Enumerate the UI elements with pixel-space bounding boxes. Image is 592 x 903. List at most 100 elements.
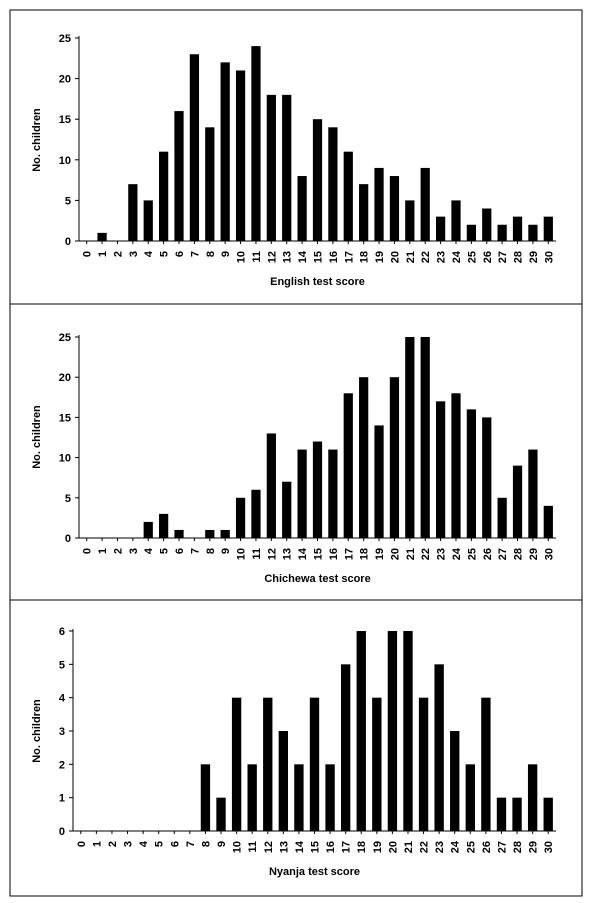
x-tick-label: 5 <box>154 841 166 847</box>
bar <box>282 94 292 241</box>
x-tick-label: 9 <box>220 251 232 257</box>
y-tick-label: 5 <box>65 195 71 207</box>
x-tick-label: 11 <box>251 251 263 263</box>
bar <box>497 497 507 538</box>
bar <box>297 176 307 241</box>
bar <box>220 529 230 538</box>
x-tick-label: 19 <box>374 548 386 560</box>
x-tick-label: 24 <box>451 250 463 263</box>
bar <box>356 631 366 831</box>
x-tick-label: 6 <box>174 251 186 257</box>
x-tick-label: 21 <box>403 841 415 853</box>
x-tick-label: 2 <box>112 251 124 257</box>
bar <box>497 224 507 241</box>
x-tick-label: 12 <box>266 548 278 560</box>
x-tick-label: 27 <box>497 548 509 560</box>
y-tick-label: 5 <box>59 659 65 671</box>
bar <box>434 664 444 831</box>
x-tick-label: 22 <box>420 548 432 560</box>
y-tick-label: 5 <box>65 493 71 505</box>
x-tick-label: 17 <box>343 548 355 560</box>
bar <box>374 425 384 538</box>
bar <box>372 697 382 831</box>
x-axis-title: Chichewa test score <box>264 573 370 585</box>
x-tick-label: 10 <box>236 251 248 263</box>
bar <box>294 764 304 831</box>
x-tick-label: 17 <box>343 251 355 263</box>
bar <box>200 764 211 831</box>
x-tick-label: 15 <box>310 841 322 853</box>
y-axis-title: No. children <box>31 405 43 469</box>
bar <box>297 449 307 538</box>
bar <box>266 433 276 538</box>
y-tick-label: 20 <box>59 74 71 86</box>
bar <box>312 441 323 538</box>
x-tick-label: 2 <box>112 548 124 554</box>
x-tick-label: 9 <box>216 841 228 847</box>
bar <box>543 505 553 538</box>
bar <box>97 232 107 241</box>
bar <box>128 184 138 241</box>
y-tick-label: 10 <box>59 155 71 167</box>
x-tick-label: 0 <box>82 548 94 554</box>
x-tick-label: 28 <box>513 548 525 560</box>
bar <box>328 449 338 538</box>
x-tick-label: 18 <box>356 841 368 853</box>
y-tick-label: 1 <box>59 793 65 805</box>
x-tick-label: 21 <box>405 548 417 560</box>
x-tick-label: 22 <box>420 251 432 263</box>
x-tick-label: 23 <box>434 841 446 853</box>
x-tick-label: 6 <box>169 841 181 847</box>
bar <box>263 697 273 831</box>
x-tick-label: 25 <box>466 548 478 560</box>
x-tick-label: 14 <box>297 250 309 263</box>
bar <box>220 62 230 241</box>
bar <box>235 497 246 538</box>
bar <box>325 764 335 831</box>
y-tick-label: 0 <box>65 533 71 545</box>
x-tick-label: 0 <box>82 251 94 257</box>
bar <box>512 216 523 241</box>
y-tick-label: 0 <box>59 826 65 838</box>
bar <box>387 631 398 831</box>
bar <box>247 764 257 831</box>
bar <box>389 176 400 241</box>
x-tick-label: 7 <box>189 251 201 257</box>
bar <box>216 797 226 831</box>
x-tick-label: 20 <box>389 548 401 560</box>
bar <box>403 631 413 831</box>
bar <box>278 731 289 831</box>
x-tick-label: 19 <box>372 841 384 853</box>
y-tick-label: 0 <box>65 236 71 248</box>
bar <box>435 216 446 241</box>
y-tick-label: 10 <box>59 453 71 465</box>
bar <box>343 393 353 538</box>
bar <box>420 167 430 241</box>
x-tick-label: 24 <box>451 547 463 560</box>
x-tick-label: 12 <box>266 251 278 263</box>
y-tick-label: 20 <box>59 372 71 384</box>
bar <box>543 797 553 831</box>
bar <box>205 127 215 241</box>
x-tick-label: 24 <box>450 840 462 853</box>
x-tick-label: 15 <box>313 251 325 263</box>
x-tick-label: 22 <box>419 841 431 853</box>
bar <box>420 337 430 538</box>
y-tick-label: 15 <box>59 412 71 424</box>
x-tick-label: 0 <box>76 841 88 847</box>
x-tick-label: 8 <box>205 251 217 257</box>
x-tick-label: 5 <box>159 251 171 257</box>
x-tick-label: 27 <box>496 841 508 853</box>
bar <box>496 797 507 831</box>
x-tick-label: 3 <box>128 251 140 257</box>
y-tick-label: 3 <box>59 726 65 738</box>
bar <box>481 697 491 831</box>
y-tick-label: 25 <box>59 33 71 45</box>
x-tick-label: 28 <box>512 841 524 853</box>
x-tick-label: 23 <box>436 251 448 263</box>
x-tick-label: 18 <box>359 251 371 263</box>
x-tick-label: 26 <box>482 548 494 560</box>
bar <box>159 513 169 538</box>
